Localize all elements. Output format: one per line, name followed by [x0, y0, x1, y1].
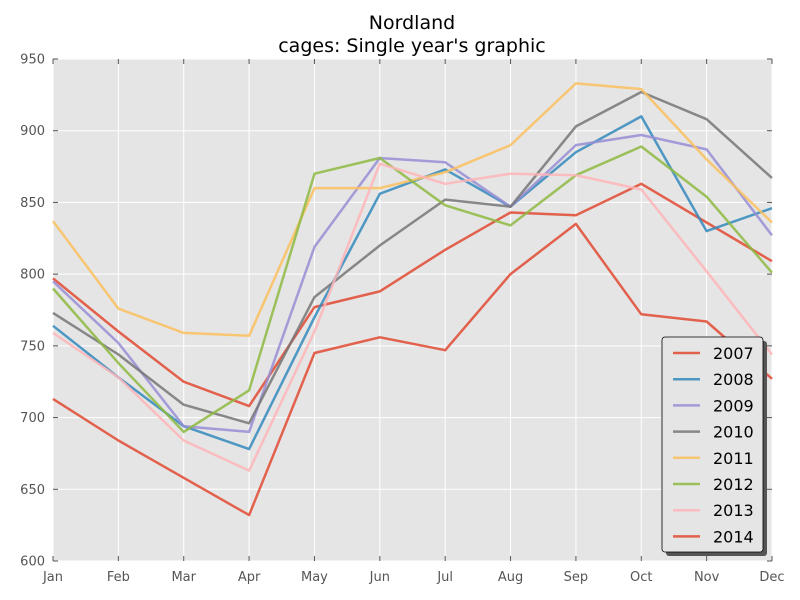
y-tick-label: 800 [20, 268, 45, 283]
chart-title: Nordland [369, 12, 455, 34]
x-tick-label: Jan [42, 570, 63, 585]
series-line-2010 [52, 90, 773, 425]
x-tick-label: Mar [171, 570, 196, 585]
legend-entries: 2007 2008 2009 2010 2011 2012 2013 2014 [673, 344, 754, 546]
y-tick-label: 850 [20, 196, 45, 211]
legend-label-2012: 2012 [713, 475, 754, 494]
y-tick-label: 750 [20, 339, 45, 354]
series-lines [51, 82, 773, 517]
series-line-2014 [52, 222, 773, 517]
y-axis-labels: 600 650 700 750 800 850 900 950 [20, 53, 45, 570]
legend-label-2008: 2008 [713, 370, 754, 389]
plot-area [53, 59, 772, 561]
legend-label-2014: 2014 [713, 527, 754, 546]
x-tick-label: Sep [564, 570, 589, 585]
legend-label-2009: 2009 [713, 396, 754, 415]
x-tick-label: Apr [238, 570, 261, 585]
legend: 2007 2008 2009 2010 2011 2012 2013 2014 [661, 336, 767, 556]
y-tick-label: 900 [20, 124, 45, 139]
legend-label-2013: 2013 [713, 501, 754, 520]
y-tick-label: 600 [20, 555, 45, 570]
x-tick-label: May [301, 570, 328, 585]
y-tick-label: 700 [20, 411, 45, 426]
series-line-2013 [52, 162, 773, 472]
chart-subtitle: cages: Single year's graphic [278, 35, 546, 57]
x-tick-label: Feb [107, 570, 130, 585]
series-line-2007 [52, 182, 773, 408]
series-line-2012 [52, 145, 773, 434]
legend-label-2011: 2011 [713, 449, 754, 468]
legend-box [661, 336, 764, 553]
y-tick-label: 650 [20, 483, 45, 498]
y-tick-label: 950 [20, 53, 45, 68]
series-line-2009 [52, 133, 773, 434]
x-tick-label: Jul [436, 570, 453, 585]
x-tick-label: Nov [694, 570, 720, 585]
axis-ticks [52, 58, 773, 562]
x-tick-label: Jun [369, 570, 390, 585]
x-tick-label: Aug [498, 570, 523, 585]
legend-label-2010: 2010 [713, 423, 754, 442]
x-tick-label: Dec [759, 570, 784, 585]
legend-label-2007: 2007 [713, 344, 754, 363]
x-axis-labels: Jan Feb Mar Apr May Jun Jul Aug Sep Oct Nov Dec [42, 570, 785, 585]
x-tick-label: Oct [630, 570, 652, 585]
